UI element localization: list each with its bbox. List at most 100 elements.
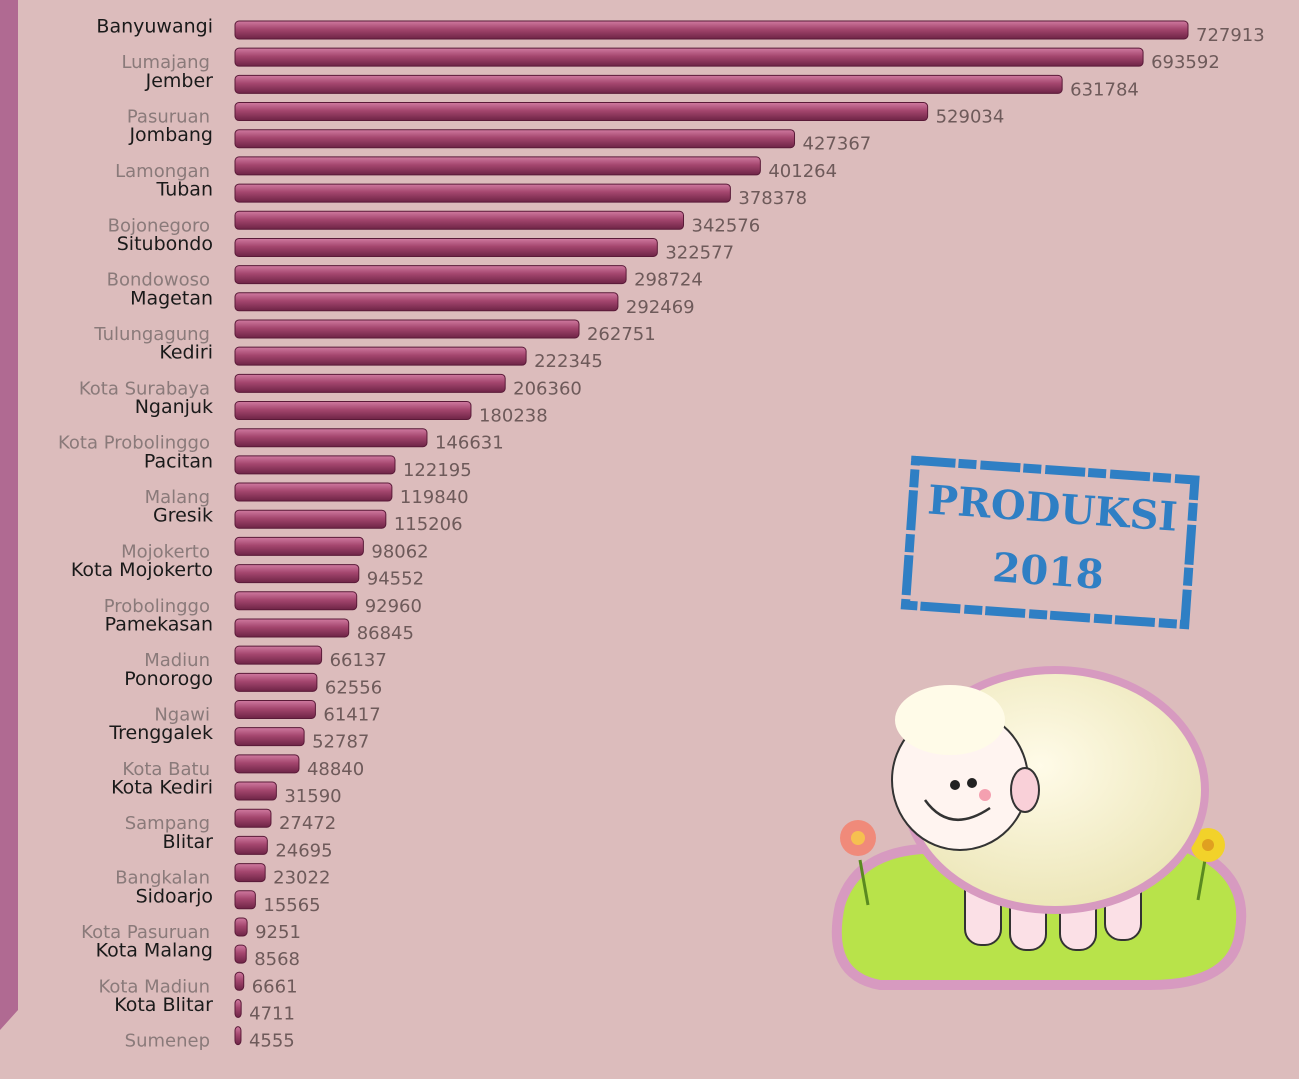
category-label: Lamongan [115, 161, 210, 182]
value-label: 222345 [534, 351, 603, 372]
category-label: Situbondo [117, 233, 213, 255]
bar [234, 754, 300, 774]
category-label: Pacitan [144, 450, 213, 472]
stamp-border [900, 455, 1200, 630]
bar [234, 672, 318, 692]
value-label: 119840 [400, 487, 469, 508]
bar [234, 455, 396, 475]
bar [234, 618, 350, 638]
value-label: 6661 [252, 976, 298, 997]
value-label: 4555 [249, 1031, 295, 1052]
value-label: 322577 [665, 242, 734, 263]
value-label: 24695 [275, 840, 332, 861]
bar [234, 700, 316, 719]
value-label: 23022 [273, 868, 330, 889]
value-label: 4711 [249, 1003, 295, 1024]
category-label: Jombang [128, 124, 213, 146]
category-label: Ngawi [154, 705, 210, 726]
bar [234, 645, 323, 665]
category-label: Madiun [144, 650, 210, 671]
value-label: 9251 [255, 922, 301, 943]
bar [234, 292, 619, 312]
category-label: Probolinggo [104, 596, 210, 617]
category-label: Ponorogo [124, 668, 213, 690]
bar [234, 863, 266, 883]
bar [234, 156, 761, 176]
value-label: 92960 [365, 596, 422, 617]
value-label: 48840 [307, 759, 364, 780]
value-label: 727913 [1196, 25, 1265, 46]
value-label: 262751 [587, 324, 656, 345]
value-label: 52787 [312, 732, 369, 753]
value-label: 122195 [403, 460, 472, 481]
stamp-text: 2018 [991, 544, 1105, 599]
category-label: Trenggalek [108, 722, 213, 744]
value-label: 62556 [325, 677, 382, 698]
value-label: 631784 [1070, 79, 1139, 100]
bar [234, 183, 731, 203]
category-label: Bangkalan [115, 868, 210, 889]
bar [234, 428, 428, 448]
value-label: 115206 [394, 514, 463, 535]
bar [234, 1026, 242, 1046]
bar [234, 47, 1144, 67]
bar [234, 482, 393, 502]
category-label: Lumajang [121, 52, 210, 73]
bar [234, 265, 627, 285]
value-label: 180238 [479, 406, 548, 427]
category-label: Sidoarjo [136, 885, 213, 907]
value-label: 292469 [626, 297, 695, 318]
category-label: Kota Probolinggo [58, 433, 210, 454]
value-label: 529034 [936, 107, 1005, 128]
category-label: Kota Kediri [111, 777, 213, 799]
value-label: 8568 [254, 949, 300, 970]
value-label: 693592 [1151, 52, 1220, 73]
category-label: Kota Malang [96, 940, 213, 962]
category-label: Kota Surabaya [79, 378, 210, 399]
value-label: 66137 [330, 650, 387, 671]
category-label: Gresik [153, 505, 213, 527]
value-label: 342576 [692, 215, 761, 236]
category-label: Malang [145, 487, 210, 508]
value-label: 206360 [513, 378, 582, 399]
category-label: Kota Blitar [114, 994, 213, 1016]
category-label: Pamekasan [105, 613, 213, 635]
category-label: Kota Batu [122, 759, 210, 780]
bar [234, 971, 245, 991]
category-label: Magetan [130, 287, 213, 309]
category-label: Jember [145, 70, 214, 92]
category-label: Bondowoso [107, 270, 210, 291]
bar [234, 564, 360, 584]
category-label: Kediri [159, 342, 213, 364]
category-label: Tuban [155, 179, 213, 201]
value-label: 427367 [803, 134, 872, 155]
category-label: Tulungagung [93, 324, 210, 345]
value-label: 146631 [435, 433, 504, 454]
value-label: 86845 [357, 623, 414, 644]
category-label: Kota Pasuruan [81, 922, 210, 943]
category-label: Bojonegoro [108, 215, 210, 236]
bar [234, 401, 472, 421]
bar [234, 319, 580, 339]
bar [234, 998, 242, 1018]
bar [234, 835, 268, 855]
value-label: 61417 [323, 705, 380, 726]
bar [234, 944, 247, 964]
sheep-illustration [831, 666, 1247, 990]
bar [234, 74, 1063, 94]
value-label: 27472 [279, 813, 336, 834]
value-label: 378378 [738, 188, 807, 209]
category-label: Kota Madiun [98, 976, 210, 997]
stamp-text: PRODUKSI [926, 476, 1179, 540]
bar [234, 890, 256, 910]
bar [234, 237, 658, 257]
bar [234, 102, 929, 122]
bar [234, 917, 248, 937]
category-label: Sampang [125, 813, 210, 834]
value-label: 298724 [634, 270, 703, 291]
stamp: PRODUKSI 2018 [900, 455, 1200, 630]
bar [234, 129, 796, 149]
side-strip [0, 0, 18, 1030]
value-label: 15565 [263, 895, 320, 916]
